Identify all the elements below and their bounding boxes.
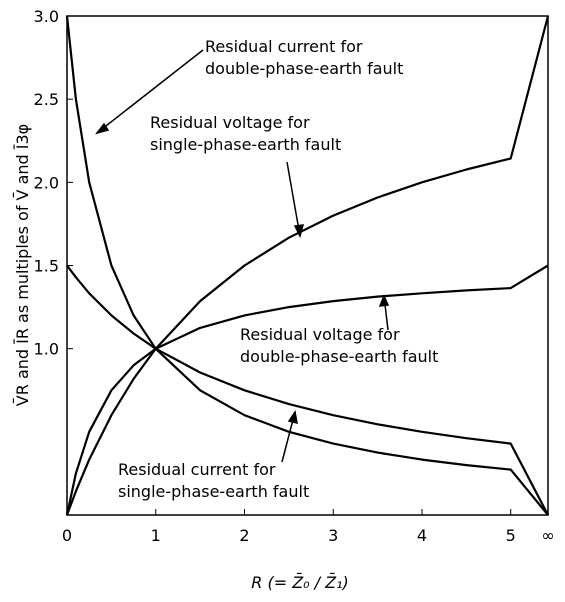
y-axis-label: V̄R and ĪR as multiples of V̄ and Ī3φ	[13, 124, 32, 406]
y-tick-label: 1.5	[34, 257, 59, 276]
series-label: Residual current for	[205, 37, 363, 56]
x-tick-label: 5	[506, 526, 516, 545]
series-label: Residual voltage for	[240, 325, 400, 344]
series-label: Residual current for	[118, 460, 276, 479]
series-label: single-phase-earth fault	[150, 135, 341, 154]
y-tick-label: 3.0	[34, 7, 59, 26]
y-tick-label: 2.5	[34, 90, 59, 109]
series-label: Residual voltage for	[150, 113, 310, 132]
x-tick-label: 3	[328, 526, 338, 545]
x-tick-label: ∞	[541, 526, 554, 545]
series-label: double-phase-earth fault	[240, 347, 438, 366]
series-line	[65, 264, 549, 516]
x-axis-label: R (= Z̄₀ / Z̄₁)	[251, 573, 349, 592]
y-tick-label: 1.0	[34, 340, 59, 359]
arrows	[95, 49, 390, 463]
series-line	[65, 15, 549, 516]
series-label: double-phase-earth fault	[205, 59, 403, 78]
y-tick-label: 2.0	[34, 173, 59, 192]
x-tick-label: 1	[151, 526, 161, 545]
x-tick-label: 0	[62, 526, 72, 545]
series-line	[65, 15, 550, 516]
series-line	[66, 264, 549, 516]
series-label: single-phase-earth fault	[118, 482, 309, 501]
x-tick-label: 4	[417, 526, 427, 545]
x-tick-label: 2	[239, 526, 249, 545]
